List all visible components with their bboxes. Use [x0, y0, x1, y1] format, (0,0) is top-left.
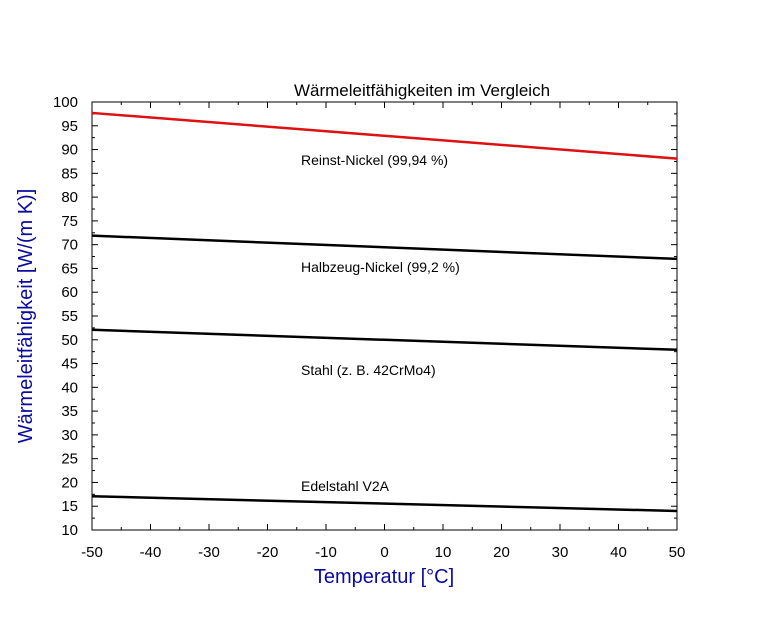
- y-tick-label: 75: [61, 213, 78, 230]
- series-line: [91, 234, 678, 261]
- x-tick-label: 50: [669, 544, 686, 561]
- y-tick-label: 30: [61, 427, 78, 444]
- y-tick-label: 40: [61, 379, 78, 396]
- y-axis: 10 15 20 25 30 35 40 45 50 55 60 65 70 75 80 85 90 95 100: [53, 94, 677, 539]
- x-axis-title: Temperatur [°C]: [314, 566, 454, 588]
- series-label: Halbzeug-Nickel (99,2 %): [301, 259, 460, 275]
- y-tick-label: 45: [61, 356, 78, 373]
- series-layer: [91, 111, 678, 513]
- y-tick-label: 60: [61, 284, 78, 301]
- y-tick-label: 50: [61, 332, 78, 349]
- x-tick-label: 20: [493, 544, 510, 561]
- series-line: [91, 328, 678, 352]
- y-tick-label: 85: [61, 165, 78, 182]
- y-tick-label: 25: [61, 451, 78, 468]
- x-tick-label: -30: [198, 544, 220, 561]
- series-line: [91, 494, 678, 513]
- x-tick-label: -50: [81, 544, 103, 561]
- y-axis-title: Wärmeleitfähigkeit [W/(m K)]: [15, 189, 37, 443]
- y-tick-label: 35: [61, 403, 78, 420]
- y-tick-label: 70: [61, 237, 78, 254]
- x-tick-label: 0: [380, 544, 388, 561]
- y-tick-label: 10: [61, 522, 78, 539]
- y-tick-label: 20: [61, 474, 78, 491]
- x-tick-label: -10: [315, 544, 337, 561]
- x-tick-label: 10: [435, 544, 452, 561]
- y-tick-label: 80: [61, 189, 78, 206]
- y-tick-label: 100: [53, 94, 78, 111]
- x-tick-label: -20: [257, 544, 279, 561]
- y-tick-label: 65: [61, 260, 78, 277]
- y-tick-label: 95: [61, 118, 78, 135]
- chart-title: Wärmeleitfähigkeiten im Vergleich: [294, 81, 550, 100]
- x-tick-label: -40: [140, 544, 162, 561]
- series-labels: Reinst-Nickel (99,94 %) Halbzeug-Nickel (…: [301, 152, 460, 494]
- y-tick-label: 15: [61, 498, 78, 515]
- x-tick-label: 40: [610, 544, 627, 561]
- y-tick-label: 55: [61, 308, 78, 325]
- x-tick-label: 30: [552, 544, 569, 561]
- series-label: Stahl (z. B. 42CrMo4): [301, 362, 436, 378]
- series-line: [91, 111, 678, 160]
- x-axis: -50 -40 -30 -20 -10 0 10 20 30 40 50: [81, 102, 685, 561]
- y-tick-label: 90: [61, 142, 78, 159]
- series-label: Reinst-Nickel (99,94 %): [301, 152, 448, 168]
- series-label: Edelstahl V2A: [301, 478, 390, 494]
